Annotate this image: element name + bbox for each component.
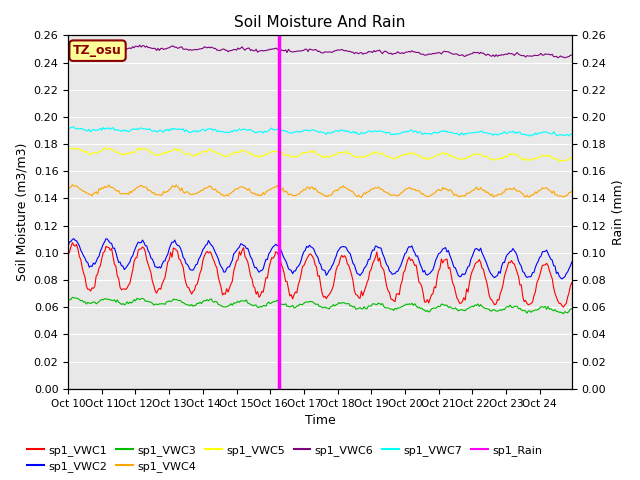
Y-axis label: Rain (mm): Rain (mm) (612, 179, 625, 245)
X-axis label: Time: Time (305, 414, 335, 427)
Title: Soil Moisture And Rain: Soil Moisture And Rain (234, 15, 406, 30)
Text: TZ_osu: TZ_osu (73, 44, 122, 57)
Y-axis label: Soil Moisture (m3/m3): Soil Moisture (m3/m3) (15, 143, 28, 281)
Legend: sp1_VWC1, sp1_VWC2, sp1_VWC3, sp1_VWC4, sp1_VWC5, sp1_VWC6, sp1_VWC7, sp1_Rain: sp1_VWC1, sp1_VWC2, sp1_VWC3, sp1_VWC4, … (22, 440, 547, 477)
